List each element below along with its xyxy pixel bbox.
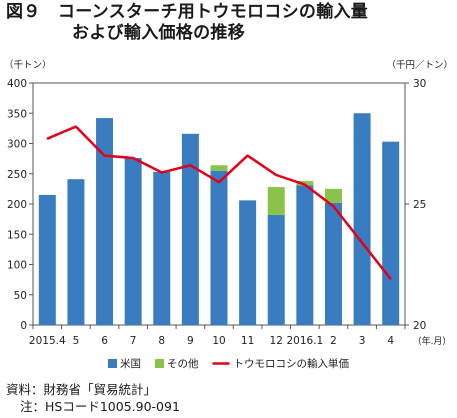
chart-footer: 資料：財務省「貿易統計」 注：HSコード1005.90-091 xyxy=(6,381,180,415)
chart-title: 図９ コーンスターチ用トウモロコシの輸入量 および輸入価格の推移 xyxy=(6,2,368,44)
bar-other xyxy=(210,165,228,171)
bar-us xyxy=(210,170,228,325)
bar-us xyxy=(353,113,371,325)
legend-label: トウモロコシの輸入単価 xyxy=(234,357,350,370)
x-axis-tick-label: 2016.1 xyxy=(286,335,323,347)
x-axis-tick-label: 2015.4 xyxy=(29,335,66,347)
left-axis-tick-label: 100 xyxy=(7,260,27,272)
left-axis-tick-label: 400 xyxy=(7,78,27,90)
title-line-2: および輸入価格の推移 xyxy=(72,23,245,43)
right-axis-tick-label: 20 xyxy=(413,320,426,332)
price-point xyxy=(218,181,220,184)
bar-us xyxy=(382,141,400,325)
legend-swatch xyxy=(155,359,164,368)
x-axis-tick-label: 10 xyxy=(212,335,225,347)
bar-us xyxy=(267,214,285,325)
bar-other xyxy=(267,187,285,215)
bar-us xyxy=(124,158,142,325)
x-axis-tick-label: 6 xyxy=(101,335,108,347)
left-axis-tick-label: 200 xyxy=(7,199,27,211)
bar-us xyxy=(96,118,114,325)
left-axis-tick-label: 50 xyxy=(14,290,27,302)
x-axis-tick-label: 7 xyxy=(130,335,137,347)
legend-swatch xyxy=(108,359,117,368)
title-line-1: 図９ コーンスターチ用トウモロコシの輸入量 xyxy=(6,2,369,22)
price-point xyxy=(132,157,134,159)
right-axis-unit-label: （千円／トン） xyxy=(386,59,453,71)
bar-us xyxy=(67,179,85,325)
left-axis-tick-label: 300 xyxy=(7,139,27,151)
x-axis-tick-label: 8 xyxy=(158,335,165,347)
price-point xyxy=(46,137,49,140)
price-point xyxy=(189,164,192,167)
right-axis-tick-label: 30 xyxy=(413,78,426,90)
x-axis-tick-label: 12 xyxy=(270,335,283,347)
left-axis-tick-label: 250 xyxy=(7,169,27,181)
x-axis-tick-label: 4 xyxy=(387,335,394,347)
price-point xyxy=(275,174,278,176)
price-point xyxy=(75,125,77,128)
x-axis-tick-label: 5 xyxy=(73,335,80,347)
left-axis-unit-label: （千トン） xyxy=(4,59,52,71)
price-point xyxy=(332,205,335,208)
bar-us xyxy=(324,202,342,325)
hs-code-note: 注：HSコード1005.90-091 xyxy=(20,399,180,414)
legend-label: その他 xyxy=(167,357,199,370)
x-axis-unit-label: （年.月） xyxy=(413,335,452,347)
source-note: 資料：財務省「貿易統計」 xyxy=(6,382,157,397)
x-axis-tick-label: 11 xyxy=(241,335,254,347)
bar-other xyxy=(324,188,342,203)
bar-us xyxy=(38,194,56,325)
left-axis-tick-label: 0 xyxy=(20,320,27,332)
x-axis-tick-label: 9 xyxy=(187,335,194,347)
price-point xyxy=(246,154,249,157)
price-point xyxy=(103,154,106,157)
price-point xyxy=(160,171,163,174)
right-axis-tick-label: 25 xyxy=(413,199,426,211)
bar-us xyxy=(296,185,314,325)
price-point xyxy=(304,183,306,186)
price-point xyxy=(361,241,363,244)
price-point xyxy=(389,278,392,280)
bar-us xyxy=(181,133,199,325)
x-axis-tick-label: 2 xyxy=(330,335,337,347)
x-axis-tick-label: 3 xyxy=(359,335,366,347)
left-axis-tick-label: 350 xyxy=(7,108,27,120)
bar-other xyxy=(296,181,314,186)
left-axis-tick-label: 150 xyxy=(7,229,27,241)
bar-us xyxy=(239,200,257,325)
legend-label: 米国 xyxy=(120,357,141,370)
bar-us xyxy=(153,171,171,325)
